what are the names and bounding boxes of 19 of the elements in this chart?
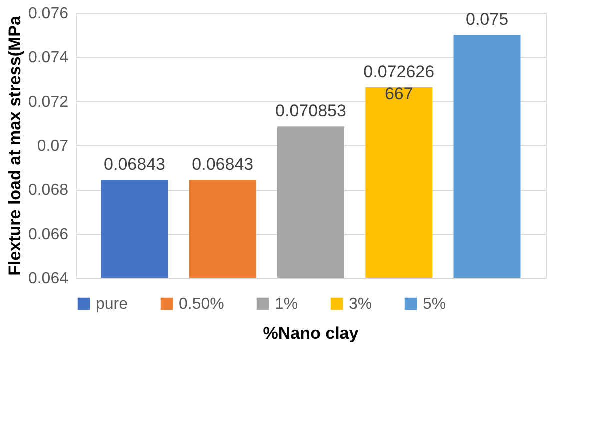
y-axis-title: Flexture load at max stress(MPa [5, 16, 24, 276]
legend-label: 5% [423, 296, 446, 313]
legend-label: 0.50% [179, 296, 224, 313]
legend-label: 3% [349, 296, 372, 313]
y-tick-label: 0.068 [28, 182, 69, 200]
data-label: 0.06843 [192, 155, 254, 174]
data-label: 0.070853 [276, 102, 346, 121]
data-label: 0.075 [466, 10, 509, 30]
y-tick-label: 0.066 [28, 226, 69, 244]
legend-label: pure [96, 296, 128, 313]
y-tick-label: 0.076 [28, 6, 69, 22]
x-axis-title: %Nano clay [263, 324, 360, 343]
data-label: 0.06843 [104, 155, 166, 174]
legend-label: 1% [275, 296, 298, 313]
data-label: 0.072626 667 [364, 62, 435, 104]
y-tick-label: 0.072 [28, 94, 69, 111]
y-tick-label: 0.074 [28, 50, 69, 67]
y-tick-label: 0.064 [28, 270, 69, 288]
y-tick-label: 0.07 [37, 138, 69, 155]
